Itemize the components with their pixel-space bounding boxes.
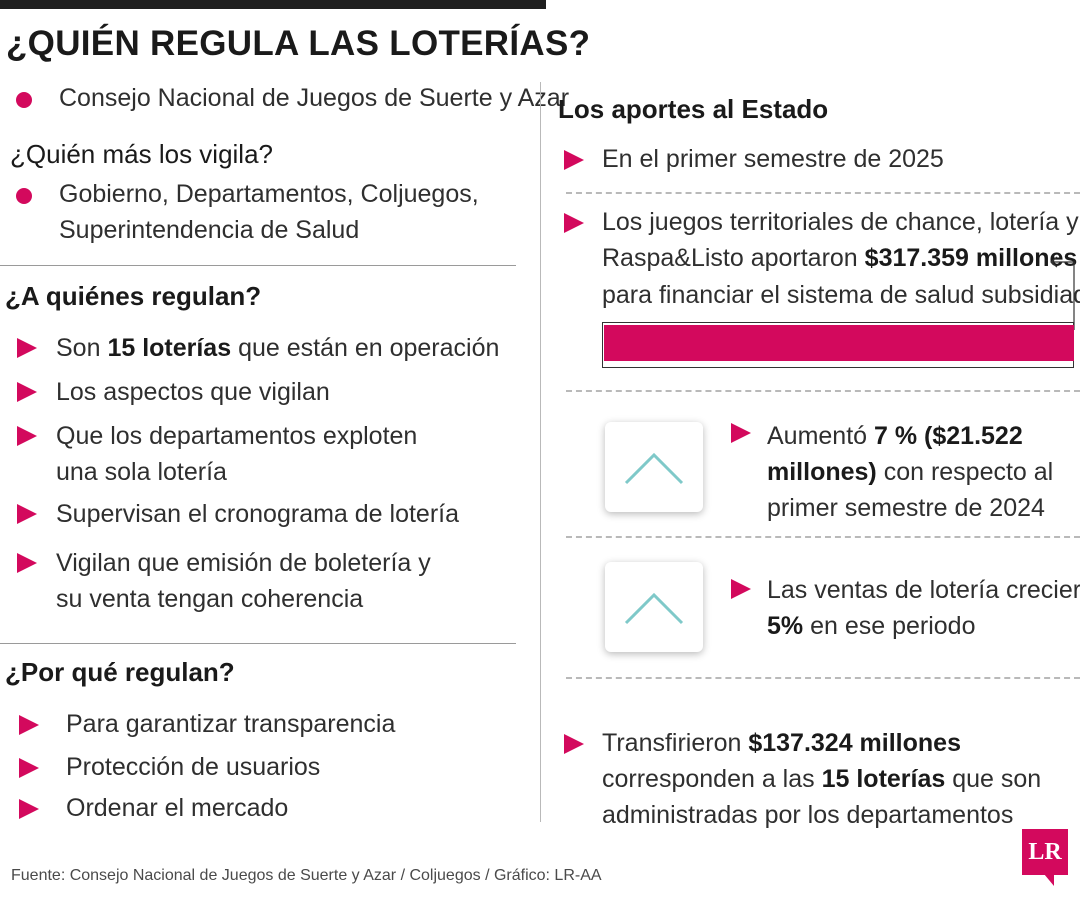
vigilance-item-line2: Superintendencia de Salud [59, 216, 360, 244]
growth-2-line2: 5% en ese periodo [767, 612, 976, 640]
transfer-line3: administradas por los departamentos [602, 801, 1014, 829]
whom-item-3-line1: Que los departamentos exploten [56, 422, 418, 450]
growth-2-line1: Las ventas de lotería crecieron [767, 576, 1080, 604]
list-marker-icon [564, 734, 584, 754]
dashed-divider [566, 192, 1080, 194]
vigilance-item-line1: Gobierno, Departamentos, Coljuegos, [59, 180, 479, 208]
list-marker-icon [564, 150, 584, 170]
why-item-2: Protección de usuarios [66, 753, 321, 781]
whom-item-4: Supervisan el cronograma de lotería [56, 500, 460, 528]
connector-arrow-icon [1050, 256, 1075, 330]
whom-item-1: Son 15 loterías que están en operación [56, 334, 500, 362]
growth-1-line3: primer semestre de 2024 [767, 494, 1045, 522]
vigilance-heading: ¿Quién más los vigila? [10, 139, 273, 169]
contrib-item-2-line2: Raspa&Listo aportaron $317.359 millones [602, 244, 1078, 272]
list-marker-icon [731, 423, 751, 443]
amount-bar [604, 325, 1074, 361]
logo-tail [1044, 874, 1054, 886]
growth-1-line2: millones) con respecto al [767, 458, 1054, 486]
dashed-divider [566, 536, 1080, 538]
source-note: Fuente: Consejo Nacional de Juegos de Su… [11, 867, 602, 884]
contrib-heading: Los aportes al Estado [558, 94, 829, 124]
whom-heading: ¿A quiénes regulan? [5, 281, 262, 311]
chevron-up-icon [624, 592, 684, 625]
trend-card [605, 422, 703, 512]
page-title: ¿QUIÉN REGULA LAS LOTERÍAS? [6, 24, 591, 63]
list-marker-icon [564, 213, 584, 233]
dashed-divider [566, 390, 1080, 392]
growth-1-line1: Aumentó 7 % ($21.522 [767, 422, 1023, 450]
contrib-item-2-line1: Los juegos territoriales de chance, lote… [602, 208, 1079, 236]
contrib-item-1: En el primer semestre de 2025 [602, 145, 944, 173]
list-marker-icon [17, 338, 37, 358]
why-heading: ¿Por qué regulan? [5, 657, 235, 687]
dashed-divider [566, 677, 1080, 679]
trend-card [605, 562, 703, 652]
list-marker-icon [17, 426, 37, 446]
contrib-item-2-line3: para financiar el sistema de salud subsi… [602, 281, 1080, 309]
bullet-dot [16, 188, 32, 204]
whom-item-5-line2: su venta tengan coherencia [56, 585, 364, 613]
chevron-up-icon [624, 452, 684, 485]
list-marker-icon [17, 382, 37, 402]
regulator-item: Consejo Nacional de Juegos de Suerte y A… [59, 84, 570, 112]
list-marker-icon [19, 799, 39, 819]
lr-logo: LR [1022, 829, 1068, 875]
why-item-3: Ordenar el mercado [66, 794, 289, 822]
list-marker-icon [19, 758, 39, 778]
list-marker-icon [731, 579, 751, 599]
section-divider [0, 265, 516, 266]
list-marker-icon [17, 553, 37, 573]
section-divider [0, 643, 516, 644]
whom-item-3-line2: una sola lotería [56, 458, 227, 486]
top-rule [0, 0, 546, 9]
why-item-1: Para garantizar transparencia [66, 710, 396, 738]
transfer-line2: corresponden a las 15 loterías que son [602, 765, 1042, 793]
transfer-line1: Transfirieron $137.324 millones [602, 729, 961, 757]
column-separator [540, 82, 541, 822]
list-marker-icon [19, 715, 39, 735]
list-marker-icon [17, 504, 37, 524]
whom-item-5-line1: Vigilan que emisión de boletería y [56, 549, 431, 577]
bullet-dot [16, 92, 32, 108]
whom-item-2: Los aspectos que vigilan [56, 378, 330, 406]
